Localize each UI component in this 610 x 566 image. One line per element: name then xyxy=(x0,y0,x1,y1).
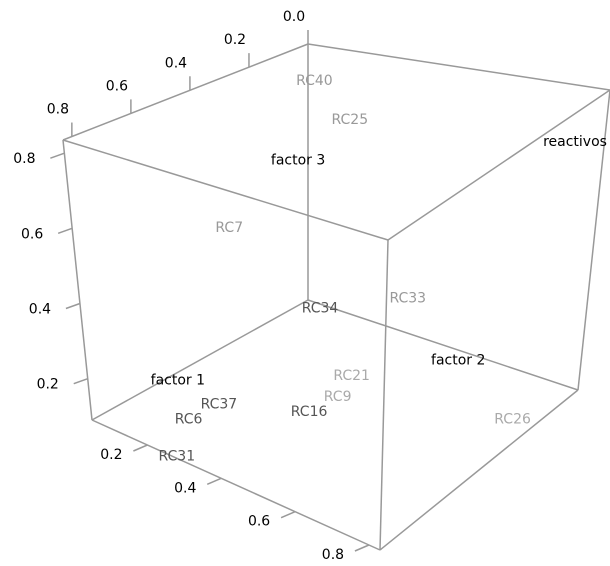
tick-mark xyxy=(133,444,148,452)
point-label: RC16 xyxy=(291,404,328,420)
tick-mark xyxy=(65,302,81,310)
box-edge xyxy=(379,239,389,551)
point-label: RC33 xyxy=(389,291,426,307)
box-edge xyxy=(577,89,610,391)
point-label: RC26 xyxy=(494,411,531,427)
tick-label: 0.8 xyxy=(322,547,344,563)
point-label: RC34 xyxy=(302,301,339,317)
tick-label: 0.4 xyxy=(165,55,187,71)
box-edge xyxy=(91,299,309,421)
tick-label: 0.2 xyxy=(37,377,59,393)
box-edge xyxy=(91,419,381,551)
point-label: RC6 xyxy=(175,411,203,427)
point-label: factor 1 xyxy=(151,372,205,388)
box-edge xyxy=(62,43,309,141)
tick-label: 0.8 xyxy=(47,102,69,118)
tick-label: 0.2 xyxy=(224,32,246,48)
point-label: RC37 xyxy=(201,397,238,413)
point-label: RC9 xyxy=(324,389,352,405)
tick-label: 0.2 xyxy=(100,447,122,463)
box-edge xyxy=(62,139,93,421)
tick-mark xyxy=(280,510,296,519)
point-label: reactivos xyxy=(543,134,607,150)
tick-label: 0.4 xyxy=(29,301,51,317)
point-label: RC21 xyxy=(333,368,370,384)
point-label: RC31 xyxy=(158,448,195,464)
tick-mark xyxy=(50,152,65,159)
point-label: factor 2 xyxy=(431,353,485,369)
point-label: factor 3 xyxy=(271,152,325,168)
box-edge xyxy=(387,89,610,241)
tick-mark xyxy=(73,377,88,385)
tick-label: 0.4 xyxy=(174,480,196,496)
tick-mark xyxy=(57,227,73,235)
tick-label: 0.6 xyxy=(21,226,43,242)
box-edge xyxy=(379,389,579,551)
box-edge xyxy=(307,43,610,91)
box-edge xyxy=(62,139,389,241)
tick-label: 0.0 xyxy=(283,9,305,25)
tick-label: 0.8 xyxy=(13,151,35,167)
box-edge xyxy=(307,299,579,391)
point-label: RC25 xyxy=(331,112,368,128)
tick-label: 0.6 xyxy=(248,514,270,530)
point-label: RC40 xyxy=(296,73,333,89)
tick-label: 0.6 xyxy=(106,78,128,94)
tick-mark xyxy=(354,544,370,552)
point-label: RC7 xyxy=(215,220,243,236)
tick-mark xyxy=(206,477,222,486)
